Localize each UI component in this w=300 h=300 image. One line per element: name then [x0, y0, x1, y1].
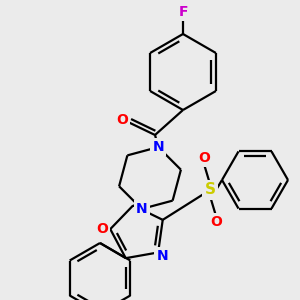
Text: O: O	[210, 215, 222, 229]
Text: N: N	[152, 140, 164, 154]
Text: N: N	[136, 202, 148, 216]
Text: N: N	[156, 250, 168, 263]
Text: F: F	[178, 5, 188, 19]
Text: O: O	[116, 113, 128, 127]
Text: O: O	[96, 222, 108, 236]
Text: S: S	[205, 182, 215, 197]
Text: O: O	[198, 151, 210, 165]
